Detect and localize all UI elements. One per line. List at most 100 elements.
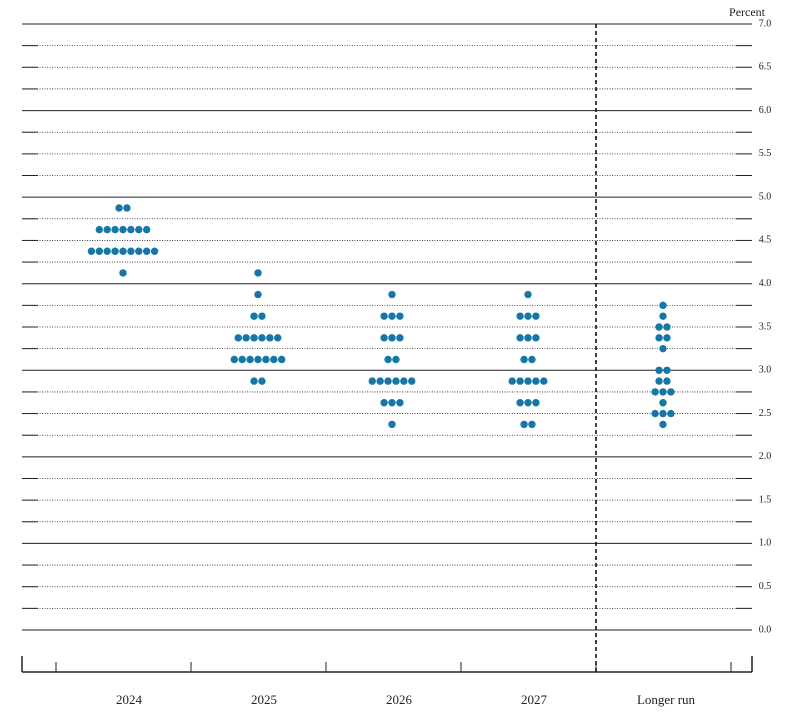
- x-tick-label: 2027: [521, 692, 548, 707]
- dot: [388, 399, 396, 407]
- dot: [274, 334, 282, 342]
- dot: [258, 377, 266, 385]
- dot: [532, 334, 540, 342]
- dot: [143, 225, 151, 234]
- dot: [659, 344, 667, 353]
- dot: [516, 312, 524, 320]
- dot: [392, 377, 400, 385]
- dot: [388, 334, 396, 342]
- dot: [278, 355, 286, 364]
- dot: [667, 409, 675, 418]
- dot: [119, 225, 127, 234]
- dot: [524, 377, 532, 385]
- dot: [388, 312, 396, 320]
- dot: [238, 355, 246, 364]
- dot: [396, 399, 404, 407]
- dot: [376, 377, 384, 385]
- dot: [663, 377, 671, 385]
- dot: [516, 334, 524, 342]
- dot: [663, 366, 671, 374]
- dot: [532, 312, 540, 320]
- dot: [380, 399, 388, 407]
- dot: [95, 225, 104, 234]
- dot: [127, 225, 135, 234]
- dot: [655, 323, 663, 331]
- dot: [368, 377, 376, 385]
- dot: [659, 399, 667, 407]
- y-tick-label: 7.0: [759, 18, 772, 29]
- dot: [655, 366, 663, 374]
- dot: [150, 247, 159, 255]
- dot: [651, 409, 659, 418]
- dot: [508, 377, 516, 385]
- y-tick-label: 6.5: [759, 62, 772, 73]
- dot: [242, 334, 250, 342]
- dot: [524, 399, 532, 407]
- dot: [254, 355, 262, 364]
- dot: [266, 334, 274, 342]
- dot: [95, 247, 104, 255]
- dot: [524, 312, 532, 320]
- dot: [528, 355, 536, 364]
- dot: [667, 388, 675, 396]
- dot: [400, 377, 408, 385]
- dot: [254, 269, 262, 277]
- y-tick-label: 2.5: [759, 408, 772, 419]
- dot: [659, 301, 667, 310]
- y-axis-label: Percent: [729, 5, 766, 19]
- y-tick-label: 0.0: [759, 624, 772, 635]
- dot: [380, 312, 388, 320]
- dot: [659, 409, 667, 418]
- dot: [135, 225, 143, 234]
- dot: [123, 204, 131, 212]
- dot: [250, 334, 258, 342]
- dot: [516, 399, 524, 407]
- dot: [262, 355, 270, 364]
- y-tick-label: 1.0: [759, 538, 772, 549]
- dot: [384, 377, 392, 385]
- y-tick-label: 4.5: [759, 235, 772, 246]
- dot: [270, 355, 278, 364]
- dot: [143, 247, 151, 255]
- dot: [520, 355, 528, 364]
- y-tick-label: 6.0: [759, 105, 772, 116]
- dot: [524, 334, 532, 342]
- dot: [408, 377, 416, 385]
- x-tick-label: 2026: [386, 692, 413, 707]
- dot: [524, 290, 532, 299]
- dot: [119, 247, 127, 255]
- dot: [388, 290, 396, 299]
- dot: [119, 269, 127, 277]
- y-tick-label: 3.0: [759, 365, 772, 376]
- dot: [659, 420, 667, 429]
- dot: [655, 334, 663, 342]
- dot: [388, 420, 396, 429]
- dot: [258, 312, 266, 320]
- dot: [663, 334, 671, 342]
- y-tick-label: 1.5: [759, 494, 772, 505]
- dot: [135, 247, 143, 255]
- y-tick-label: 0.5: [759, 581, 772, 592]
- y-tick-label: 5.0: [759, 191, 772, 202]
- dot: [115, 204, 123, 212]
- y-tick-label: 5.5: [759, 148, 772, 159]
- x-tick-label: 2025: [251, 692, 277, 707]
- dot: [380, 334, 388, 342]
- dot: [258, 334, 266, 342]
- dot: [651, 388, 659, 396]
- dot: [520, 420, 528, 429]
- dot: [540, 377, 548, 385]
- dot: [659, 388, 667, 396]
- dot: [532, 399, 540, 407]
- dot: [396, 312, 404, 320]
- y-tick-label: 2.0: [759, 451, 772, 462]
- dot: [250, 377, 258, 385]
- dot: [532, 377, 540, 385]
- dot: [111, 247, 119, 255]
- dot: [111, 225, 119, 234]
- dot: [234, 334, 242, 342]
- dot: [384, 355, 392, 364]
- dot: [396, 334, 404, 342]
- dot: [103, 225, 111, 234]
